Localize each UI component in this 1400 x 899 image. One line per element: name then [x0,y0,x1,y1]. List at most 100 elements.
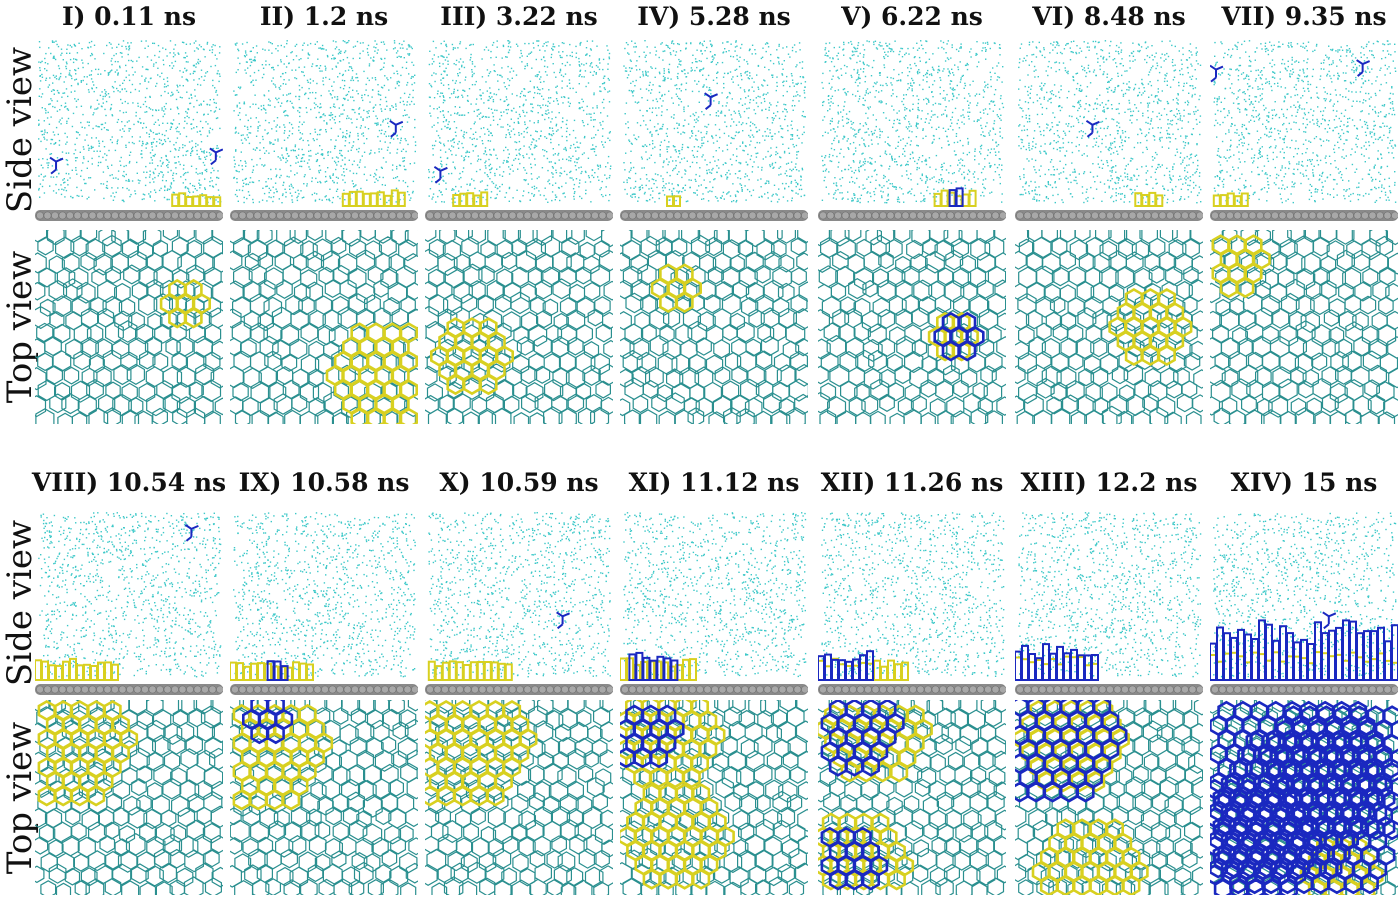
top-view [35,700,223,895]
panel-title: X) 10.59 ns [439,468,599,497]
side-view [818,512,1006,695]
deposited-island [620,783,735,890]
deposited-film [1212,192,1249,208]
amorphous-network [425,700,613,895]
side-view [230,40,418,221]
side-view [620,512,808,695]
panel-title: XIII) 12.2 ns [1020,468,1198,497]
gas-molecules [1213,40,1397,204]
precursor-molecule [184,524,199,542]
substrate-atoms [620,684,808,695]
substrate-atoms [425,684,613,695]
side-view [1015,512,1203,695]
deposited-film [171,192,222,208]
deposited-film [35,657,119,682]
gas-molecules [1018,40,1202,204]
top-view [818,230,1006,424]
deposited-island [1031,818,1149,895]
panel-title: I) 0.11 ns [61,2,197,31]
deposited-film [427,660,513,682]
gas-molecules [821,512,1005,678]
precursor-molecule [433,165,448,184]
new-layer [266,660,289,682]
deposited-island [620,700,726,789]
new-layer [818,650,874,682]
substrate-atoms [425,210,613,221]
new-island [1210,778,1323,895]
amorphous-network [620,230,808,424]
side-view [1015,40,1203,221]
precursor-molecule [704,92,718,110]
precursor-molecule [49,156,64,175]
deposited-island [1299,836,1384,895]
amorphous-network [230,230,418,424]
side-view [1210,40,1398,221]
side-view-label: Side view [0,519,40,687]
top-view-label: Top view [0,250,40,404]
gas-molecules [428,40,612,204]
amorphous-network [425,230,613,424]
substrate-atoms [1210,684,1398,695]
panel-title: XII) 11.26 ns [820,468,1004,497]
panel-title: XIV) 15 ns [1230,468,1378,497]
top-view-label: Top view [0,721,40,874]
side-view [620,40,808,221]
gas-molecules [1213,512,1397,678]
precursor-molecule [1322,611,1337,630]
deposited-island [232,703,334,811]
top-view [230,230,418,424]
new-island [242,700,294,745]
top-view [818,700,1006,895]
gas-molecules [821,40,1005,204]
substrate-atoms [1015,210,1203,221]
top-view [425,700,613,895]
deposited-film [1134,191,1164,207]
deposited-island [818,812,915,891]
substrate-atoms [1210,210,1398,221]
new-layer [948,187,964,208]
precursor-molecule [1210,64,1224,83]
amorphous-network [620,700,808,895]
new-island [1259,705,1398,841]
panel-title: V) 6.22 ns [841,2,983,31]
top-view [425,230,613,424]
deposited-island [37,700,139,807]
gas-molecules [38,512,222,678]
new-layer [628,651,679,682]
new-island [820,700,905,777]
side-view [35,40,223,221]
deposited-island [325,322,418,424]
deposited-film [230,661,314,682]
new-island [1212,730,1396,895]
gas-molecules [623,40,807,203]
substrate-atoms [818,210,1006,221]
side-view-label: Side view [0,46,40,214]
new-island [1015,700,1128,803]
panel-title: III) 3.22 ns [440,2,598,31]
top-view [230,700,418,895]
deposited-film [452,191,489,207]
top-view [35,230,223,424]
precursor-molecule [389,119,404,138]
substrate-atoms [818,684,1006,695]
deposited-island [818,704,933,783]
substrate-atoms [35,210,223,221]
side-view [425,40,613,221]
panel-title: II) 1.2 ns [259,2,389,31]
new-island [820,826,889,891]
gas-molecules [1018,512,1202,678]
substrate-atoms [35,684,223,695]
deposited-film [666,195,681,208]
top-view [1210,230,1398,424]
gas-molecules [233,40,417,204]
top-view [1015,700,1203,895]
gas-molecules [233,512,416,678]
panel-title: VII) 9.35 ns [1221,2,1387,31]
side-view [230,512,418,695]
panel-title: IX) 10.58 ns [238,468,410,497]
substrate-atoms [1015,684,1203,695]
top-view [620,700,808,895]
panel-title: IV) 5.28 ns [637,2,791,31]
deposited-island [159,278,211,329]
gas-molecules [38,40,222,204]
